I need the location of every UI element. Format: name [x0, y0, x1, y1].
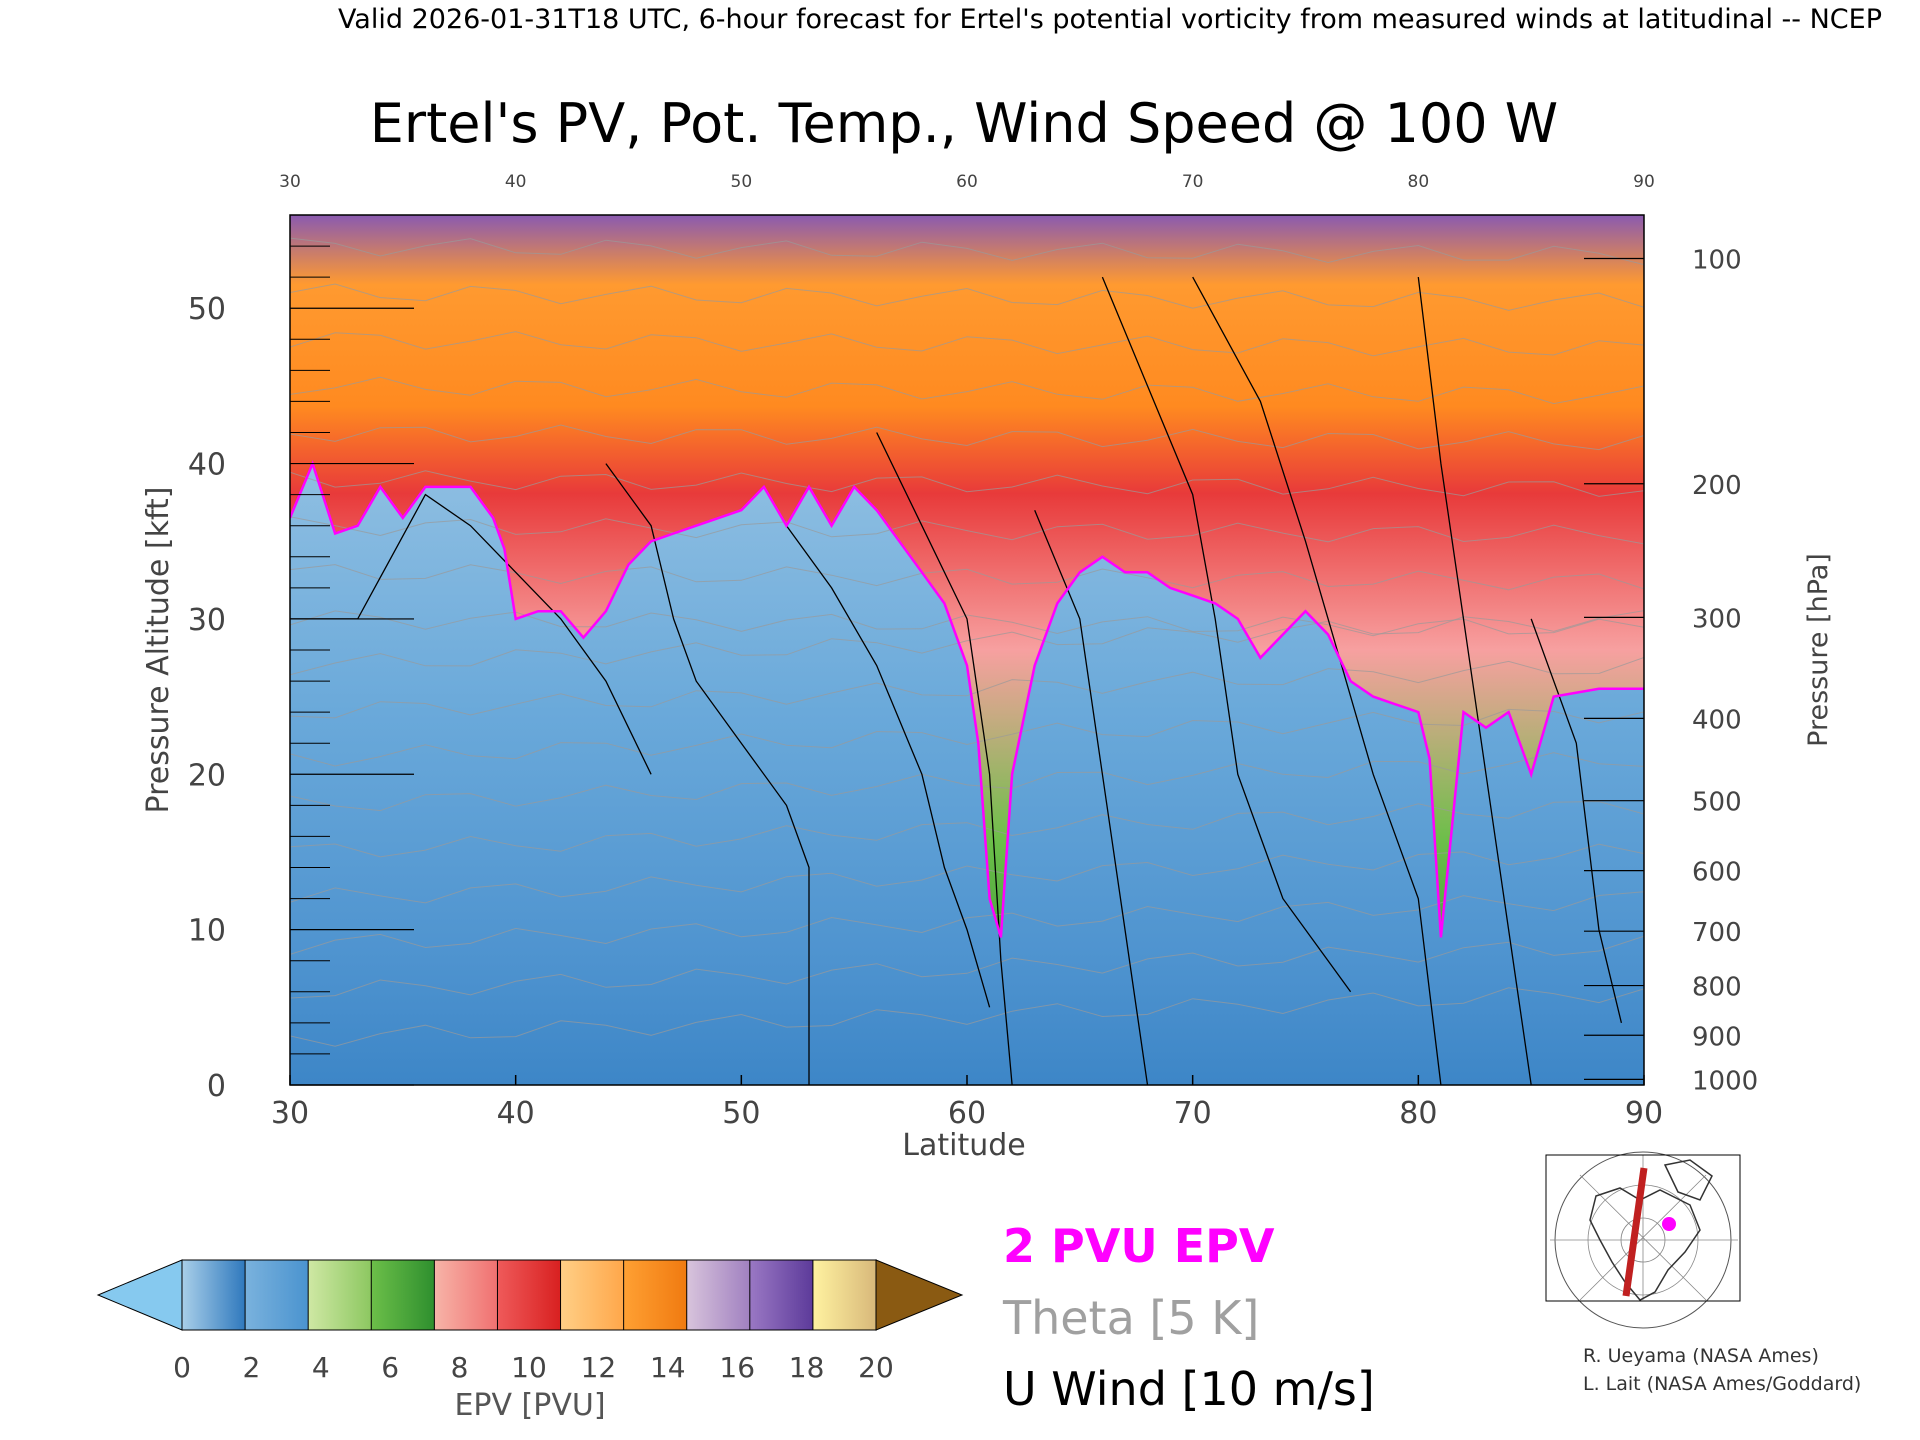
theta-contour	[290, 987, 1644, 1047]
colorbar-segment	[686, 1259, 751, 1331]
colorbar-tick-label: 12	[581, 1351, 617, 1384]
colorbar-segment	[812, 1259, 878, 1331]
wind-contour	[876, 432, 1013, 1085]
y-axis-left: 0 10 20 30 40 50	[188, 245, 414, 1104]
wind-contour	[1530, 618, 1623, 1024]
chart-title: Ertel's PV, Pot. Temp., Wind Speed @ 100…	[370, 92, 1558, 155]
tropopause-2pvu-line	[290, 459, 1644, 938]
colorbar-tick-label: 4	[312, 1351, 330, 1384]
x-tick-label: 40	[497, 1096, 535, 1131]
legend-theta: Theta [5 K]	[1002, 1291, 1259, 1345]
colorbar-tick-label: 8	[451, 1351, 469, 1384]
wind-contour	[1192, 276, 1442, 1085]
y-axis-label: Pressure Altitude [kft]	[141, 487, 176, 814]
legend-u-wind: U Wind [10 m/s]	[1003, 1362, 1375, 1416]
x-axis-bottom: 30 40 50 60 70 80 90	[271, 1075, 1663, 1131]
colorbar-label: EPV [PVU]	[454, 1388, 605, 1423]
colorbar-under-arrow	[96, 1259, 183, 1331]
x-tick-label-top: 40	[505, 172, 527, 192]
legend-2pvu: 2 PVU EPV	[1003, 1219, 1275, 1273]
y-tick-label: 0	[207, 1069, 226, 1104]
wind-contour	[1101, 276, 1352, 993]
theta-contour	[290, 935, 1644, 999]
x-tick-label-top: 50	[731, 172, 753, 192]
pressure-tick-label: 1000	[1692, 1066, 1758, 1096]
theta-contour	[290, 657, 1644, 719]
x-axis-label: Latitude	[902, 1128, 1025, 1163]
colorbar-tick-label: 6	[381, 1351, 399, 1384]
wind-contour	[785, 525, 991, 1008]
x-tick-label: 70	[1174, 1096, 1212, 1131]
colorbar-segment	[496, 1259, 562, 1331]
location-map	[1545, 1151, 1741, 1329]
wind-contour	[1034, 509, 1149, 1085]
theta-contour	[290, 708, 1644, 767]
pressure-tick-label: 200	[1692, 471, 1742, 501]
credit-ueyama: R. Ueyama (NASA Ames)	[1583, 1345, 1819, 1367]
theta-contour	[290, 470, 1644, 497]
theta-contour	[290, 610, 1644, 676]
x-tick-label: 30	[271, 1096, 309, 1131]
colorbar-tick-label: 14	[650, 1351, 686, 1384]
y-tick-label: 30	[188, 603, 226, 638]
colorbar-segment	[244, 1259, 310, 1331]
pressure-tick-label: 300	[1692, 604, 1742, 634]
colorbar-segment	[433, 1259, 499, 1331]
wind-contour	[290, 493, 652, 775]
wind-contour	[1417, 277, 1532, 1085]
valid-time-header: Valid 2026-01-31T18 UTC, 6-hour forecast…	[338, 4, 1882, 35]
theta-contour	[290, 331, 1644, 357]
colorbar-tick-label: 0	[173, 1351, 191, 1384]
pressure-tick-label: 100	[1692, 246, 1742, 276]
y-tick-label: 20	[188, 758, 226, 793]
colorbar: 0 2 4 6 8 10 12 14 16 18 20	[96, 1259, 964, 1384]
colorbar-tick-label: 2	[242, 1351, 260, 1384]
x-axis-top: 30 40 50 60 70 80 90	[279, 172, 1655, 192]
y-tick-label: 50	[188, 292, 226, 327]
y-axis-right-label: Pressure [hPa]	[1803, 553, 1834, 747]
theta-contour	[290, 800, 1644, 858]
colorbar-segment	[623, 1259, 688, 1331]
theta-contour	[290, 376, 1644, 405]
theta-contour	[290, 516, 1644, 545]
colorbar-tick-label: 10	[511, 1351, 547, 1384]
colorbar-segment	[307, 1259, 373, 1331]
plot-area	[290, 215, 1644, 1085]
pressure-tick-label: 800	[1692, 973, 1742, 1003]
pressure-tick-label: 700	[1692, 918, 1742, 948]
x-tick-label-top: 60	[956, 172, 978, 192]
colorbar-segment	[560, 1259, 625, 1331]
x-tick-label-top: 80	[1408, 172, 1430, 192]
colorbar-tick-label: 20	[858, 1351, 894, 1384]
theta-contour	[290, 843, 1644, 904]
y-tick-label: 10	[188, 914, 226, 949]
x-tick-label-top: 30	[279, 172, 301, 192]
x-tick-label-top: 90	[1633, 172, 1655, 192]
colorbar-tick-label: 18	[789, 1351, 825, 1384]
y-tick-label: 40	[188, 448, 226, 483]
colorbar-segment	[749, 1259, 814, 1331]
colorbar-segment	[370, 1259, 436, 1331]
colorbar-tick-label: 16	[719, 1351, 755, 1384]
x-tick-label: 50	[722, 1096, 760, 1131]
x-tick-label: 80	[1399, 1096, 1437, 1131]
x-tick-label: 90	[1625, 1096, 1663, 1131]
credit-lait: L. Lait (NASA Ames/Goddard)	[1583, 1373, 1861, 1395]
x-tick-label: 60	[948, 1096, 986, 1131]
pressure-tick-label: 600	[1692, 858, 1742, 888]
pressure-tick-label: 900	[1692, 1022, 1742, 1052]
theta-contour	[290, 424, 1644, 451]
theta-contour	[290, 752, 1644, 812]
theta-contour	[290, 283, 1644, 311]
wind-contours	[290, 276, 1623, 1085]
colorbar-segment	[181, 1259, 247, 1331]
pressure-tick-label: 400	[1692, 705, 1742, 735]
colorbar-over-arrow	[875, 1259, 964, 1331]
pressure-tick-label: 500	[1692, 788, 1742, 818]
theta-contour	[290, 237, 1644, 266]
x-tick-label-top: 70	[1182, 172, 1204, 192]
theta-contour	[290, 891, 1644, 955]
y-axis-right-pressure: 100 200 300 400 500 600 700 800 900 1000	[1584, 246, 1758, 1096]
